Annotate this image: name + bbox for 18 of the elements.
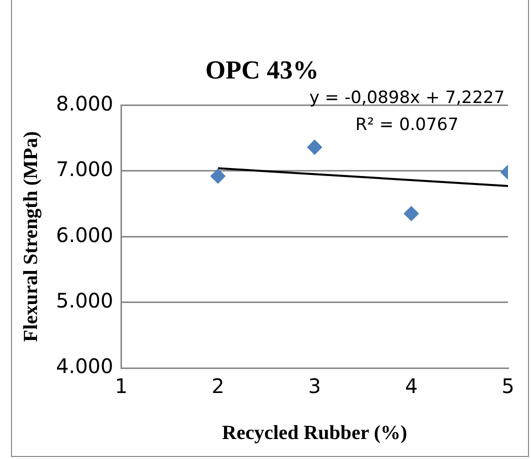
y-tick-label: 6.000 — [56, 222, 114, 247]
x-tick-label: 3 — [308, 374, 321, 398]
point — [210, 168, 226, 184]
y-tick-label: 4.000 — [56, 354, 114, 378]
y-tick-label: 8.000 — [56, 91, 114, 116]
point — [307, 140, 322, 155]
y-tick-label: 5.000 — [56, 288, 114, 313]
chart-title: OPC 43% — [205, 55, 319, 84]
x-tick-label: 2 — [212, 374, 224, 398]
x-tick-label: 4 — [404, 374, 418, 398]
y-axis-title: Flexural Strength (MPa) — [20, 131, 42, 342]
annotation: R² = 0.0767 — [354, 114, 460, 137]
x-axis-title: Recycled Rubber (%) — [222, 422, 408, 444]
y-tick-label: 7.000 — [56, 157, 114, 182]
x-tick-label: 5 — [502, 374, 514, 398]
annotation: y = -0,0898x + 7,2227 — [308, 87, 506, 110]
x-tick-label: 1 — [114, 374, 128, 398]
point — [404, 206, 419, 222]
